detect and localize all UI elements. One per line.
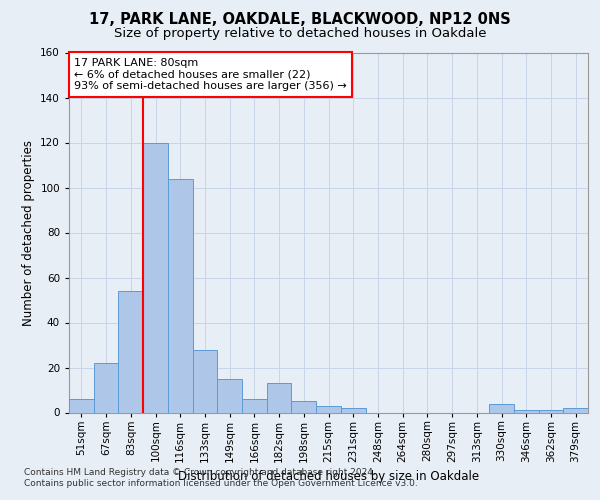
Text: Contains HM Land Registry data © Crown copyright and database right 2024.
Contai: Contains HM Land Registry data © Crown c… (24, 468, 418, 487)
Y-axis label: Number of detached properties: Number of detached properties (22, 140, 35, 326)
Bar (514, 410, 539, 412)
Text: 17 PARK LANE: 80sqm
← 6% of detached houses are smaller (22)
93% of semi-detache: 17 PARK LANE: 80sqm ← 6% of detached hou… (74, 58, 347, 91)
Bar (217, 379, 242, 412)
Bar (69, 399, 94, 412)
Bar (563, 408, 588, 412)
Bar (267, 383, 292, 412)
Bar (292, 401, 316, 412)
Bar (539, 410, 563, 412)
Bar (168, 178, 193, 412)
Bar (143, 142, 168, 412)
Bar (316, 406, 341, 412)
Bar (193, 350, 217, 412)
Bar (118, 291, 143, 412)
Bar (489, 404, 514, 412)
Bar (242, 399, 267, 412)
Bar (341, 408, 365, 412)
Text: Size of property relative to detached houses in Oakdale: Size of property relative to detached ho… (114, 28, 486, 40)
X-axis label: Distribution of detached houses by size in Oakdale: Distribution of detached houses by size … (178, 470, 479, 483)
Text: 17, PARK LANE, OAKDALE, BLACKWOOD, NP12 0NS: 17, PARK LANE, OAKDALE, BLACKWOOD, NP12 … (89, 12, 511, 28)
Bar (94, 363, 118, 412)
